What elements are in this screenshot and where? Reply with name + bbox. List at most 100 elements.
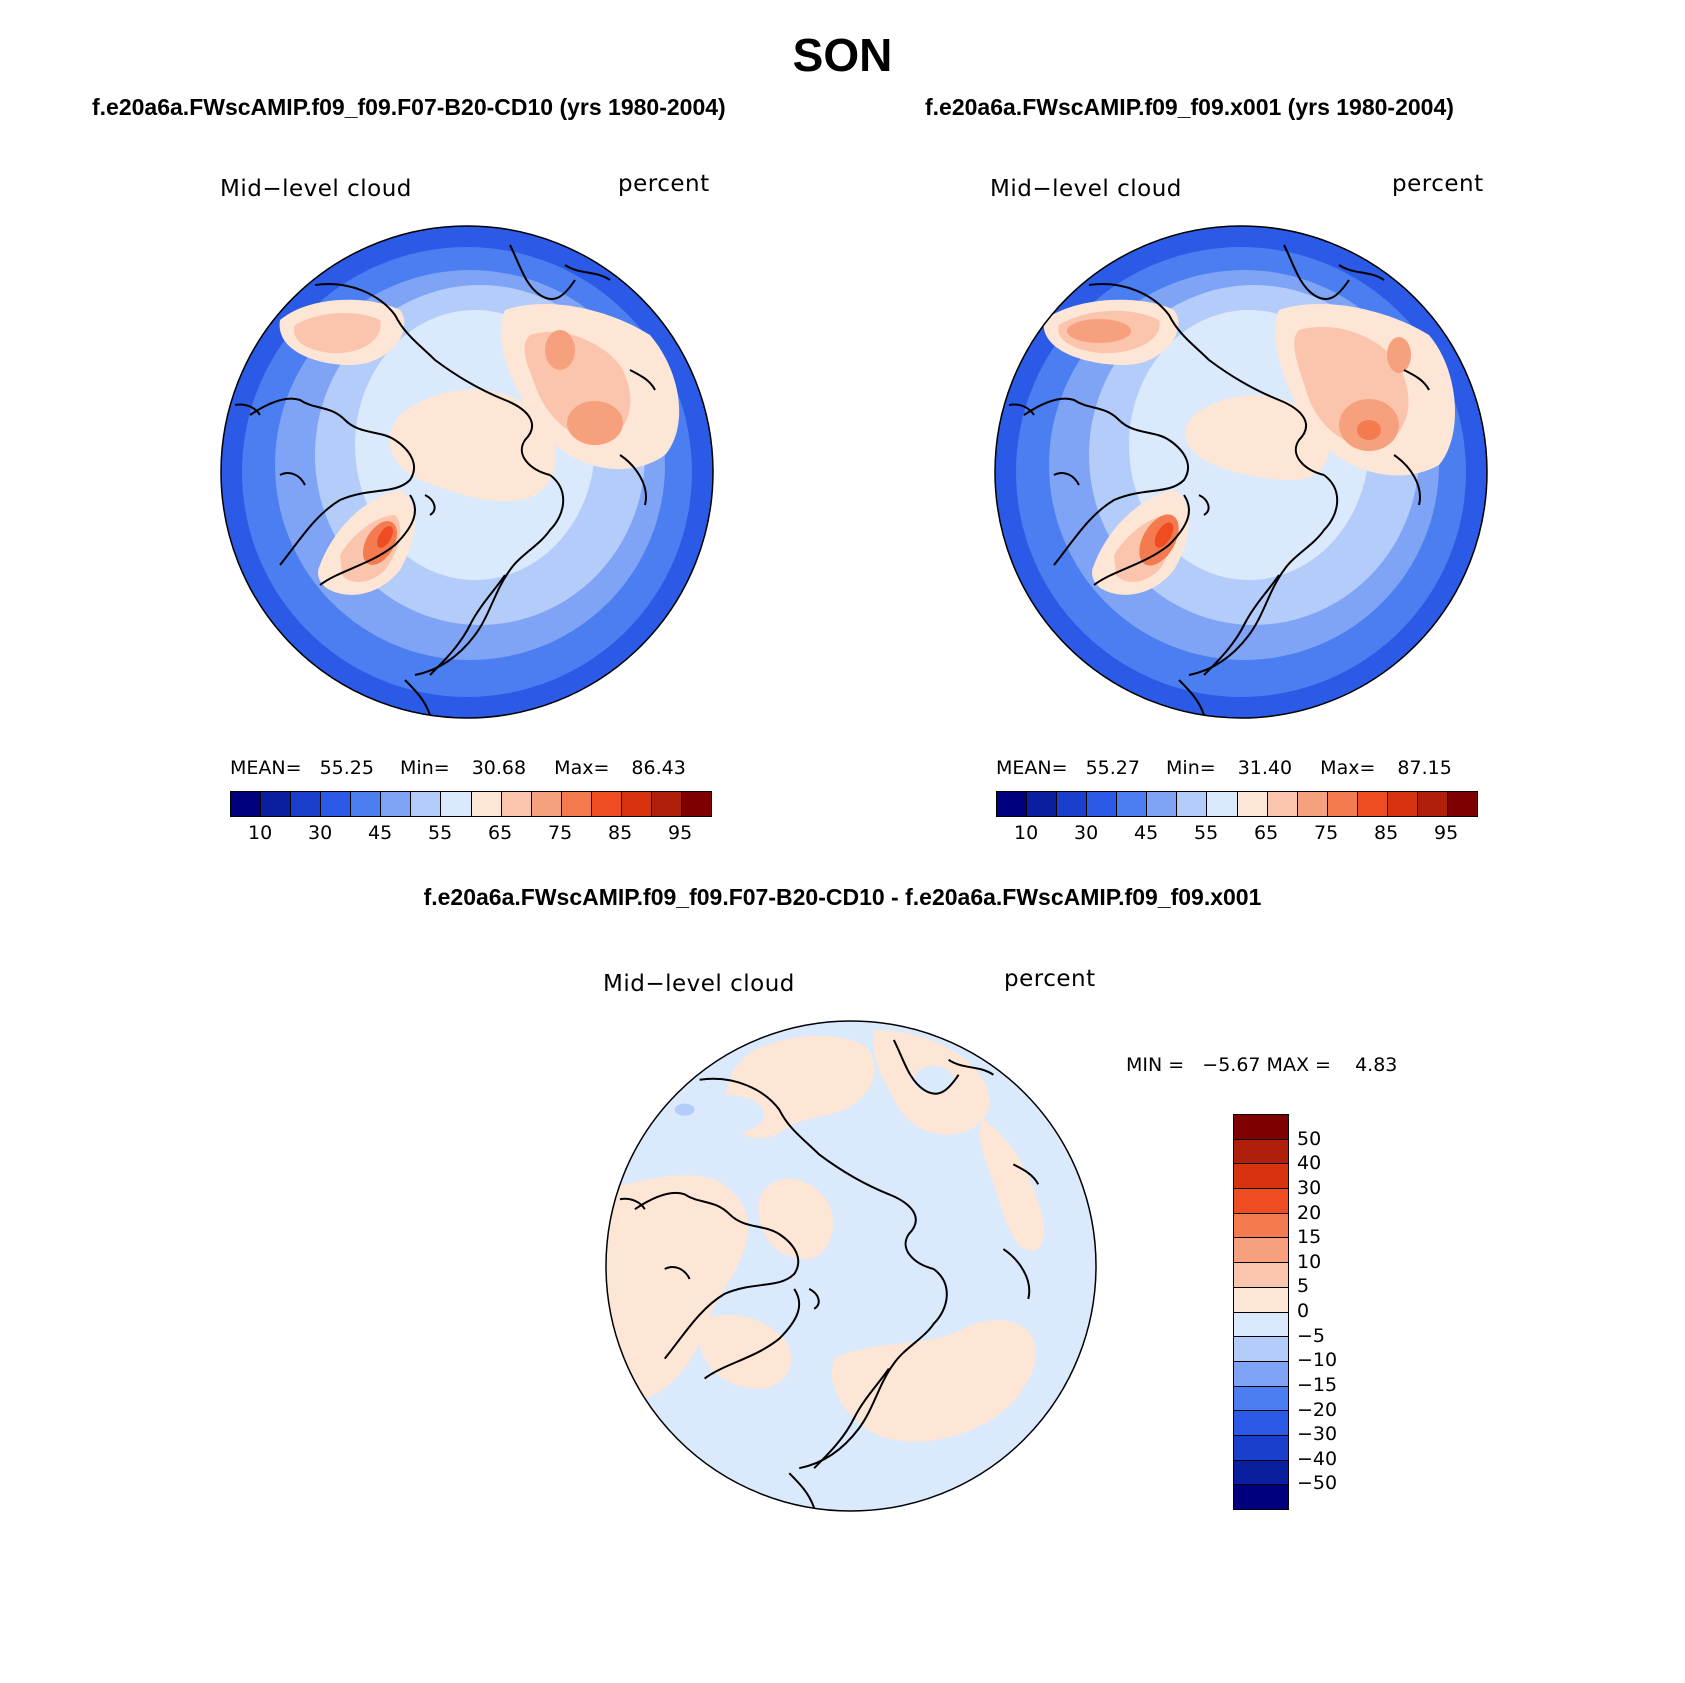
colorbar-box — [1447, 792, 1477, 816]
diff-colorbar — [1233, 1114, 1289, 1510]
panel2-max-label: Max= — [1320, 757, 1376, 779]
colorbar-box — [321, 792, 352, 816]
colorbar-tick-label: −40 — [1297, 1447, 1338, 1470]
colorbar-box — [1234, 1188, 1288, 1213]
colorbar-tick-label: 55 — [428, 822, 453, 844]
colorbar-box — [1237, 792, 1268, 816]
colorbar-box — [651, 792, 682, 816]
colorbar-box — [1234, 1311, 1288, 1337]
colorbar-box — [1087, 792, 1118, 816]
panel2-variable-label: Mid−level cloud — [990, 176, 1182, 202]
panel2-colorbar — [996, 791, 1478, 817]
colorbar-tick-label: 95 — [1434, 822, 1459, 844]
colorbar-tick-label: 65 — [1254, 822, 1279, 844]
colorbar-box — [1267, 792, 1298, 816]
colorbar-box — [1327, 792, 1358, 816]
colorbar-box — [1117, 792, 1148, 816]
colorbar-tick-label: 30 — [308, 822, 333, 844]
colorbar-tick-label: −15 — [1297, 1373, 1338, 1396]
panel2-max-value: 87.15 — [1397, 757, 1452, 779]
colorbar-tick-label: 5 — [1297, 1275, 1310, 1298]
colorbar-box — [471, 792, 502, 816]
colorbar-box — [1234, 1410, 1288, 1435]
colorbar-box — [1207, 792, 1238, 816]
colorbar-box — [381, 792, 412, 816]
diff-title: f.e20a6a.FWscAMIP.f09_f09.F07-B20-CD10 -… — [423, 884, 1262, 910]
diff-units-label: percent — [1004, 966, 1096, 992]
colorbar-tick-label: 20 — [1297, 1201, 1322, 1224]
colorbar-box — [441, 792, 472, 816]
colorbar-box — [1417, 792, 1448, 816]
panel2-case-title: f.e20a6a.FWscAMIP.f09_f09.x001 (yrs 1980… — [925, 94, 1454, 120]
colorbar-box — [351, 792, 382, 816]
colorbar-box — [681, 792, 711, 816]
colorbar-tick-label: −30 — [1297, 1423, 1338, 1446]
colorbar-box — [261, 792, 292, 816]
colorbar-box — [1387, 792, 1418, 816]
colorbar-tick-label: −10 — [1297, 1349, 1338, 1372]
colorbar-box — [1234, 1212, 1288, 1238]
colorbar-box — [621, 792, 652, 816]
colorbar-box — [1234, 1459, 1288, 1485]
diff-variable-label: Mid−level cloud — [603, 971, 795, 997]
colorbar-box — [1027, 792, 1058, 816]
panel1-max-value: 86.43 — [631, 757, 686, 779]
colorbar-tick-label: 50 — [1297, 1127, 1322, 1150]
colorbar-box — [1234, 1336, 1288, 1361]
panel1-case-title: f.e20a6a.FWscAMIP.f09_f09.F07-B20-CD10 (… — [92, 94, 726, 120]
colorbar-tick-label: 65 — [488, 822, 513, 844]
colorbar-box — [1234, 1262, 1288, 1287]
colorbar-box — [1177, 792, 1208, 816]
panel1-stats: MEAN= 55.25 Min= 30.68 Max= 86.43 — [230, 757, 686, 779]
panel1-variable-label: Mid−level cloud — [220, 176, 412, 202]
colorbar-tick-label: 45 — [368, 822, 393, 844]
panel1-polar-map — [220, 225, 714, 719]
colorbar-box — [1234, 1484, 1288, 1509]
panel2-mean-value: 55.27 — [1085, 757, 1140, 779]
colorbar-box — [591, 792, 622, 816]
colorbar-box — [231, 792, 262, 816]
panel1-colorbar — [230, 791, 712, 817]
colorbar-tick-label: −50 — [1297, 1472, 1338, 1495]
panel1-mean-label: MEAN= — [230, 757, 302, 779]
colorbar-tick-label: 55 — [1194, 822, 1219, 844]
colorbar-tick-label: 85 — [1374, 822, 1399, 844]
diff-polar-map — [605, 1020, 1097, 1512]
colorbar-box — [531, 792, 562, 816]
colorbar-box — [501, 792, 532, 816]
panel1-mean-value: 55.25 — [319, 757, 374, 779]
panel1-units-label: percent — [618, 171, 710, 197]
colorbar-tick-label: 10 — [1014, 822, 1039, 844]
colorbar-tick-label: 0 — [1297, 1300, 1310, 1322]
colorbar-tick-label: 40 — [1297, 1152, 1322, 1175]
colorbar-tick-label: 30 — [1297, 1176, 1322, 1199]
colorbar-box — [1234, 1138, 1288, 1164]
colorbar-box — [1234, 1385, 1288, 1411]
colorbar-box — [1234, 1237, 1288, 1263]
panel1-min-value: 30.68 — [471, 757, 527, 779]
colorbar-tick-label: 75 — [1314, 822, 1339, 844]
colorbar-tick-label: −20 — [1297, 1398, 1338, 1421]
colorbar-tick-label: 30 — [1074, 822, 1099, 844]
colorbar-box — [1234, 1163, 1288, 1189]
colorbar-tick-label: 10 — [1297, 1250, 1322, 1273]
panel2-mean-label: MEAN= — [996, 757, 1068, 779]
colorbar-tick-label: 75 — [548, 822, 573, 844]
colorbar-box — [1057, 792, 1088, 816]
colorbar-tick-label: −5 — [1297, 1324, 1326, 1347]
colorbar-box — [411, 792, 442, 816]
colorbar-box — [997, 792, 1028, 816]
colorbar-box — [1234, 1434, 1288, 1460]
colorbar-tick-label: 95 — [668, 822, 693, 844]
colorbar-box — [1234, 1115, 1288, 1139]
colorbar-box — [1147, 792, 1178, 816]
panel2-stats: MEAN= 55.27 Min= 31.40 Max= 87.15 — [996, 757, 1452, 779]
panel2-polar-map — [994, 225, 1488, 719]
colorbar-tick-label: 45 — [1134, 822, 1159, 844]
colorbar-tick-label: 15 — [1297, 1226, 1322, 1249]
colorbar-box — [1234, 1286, 1288, 1312]
colorbar-tick-label: 10 — [248, 822, 273, 844]
colorbar-box — [1297, 792, 1328, 816]
colorbar-box — [1234, 1360, 1288, 1386]
figure-title: SON — [792, 29, 893, 81]
